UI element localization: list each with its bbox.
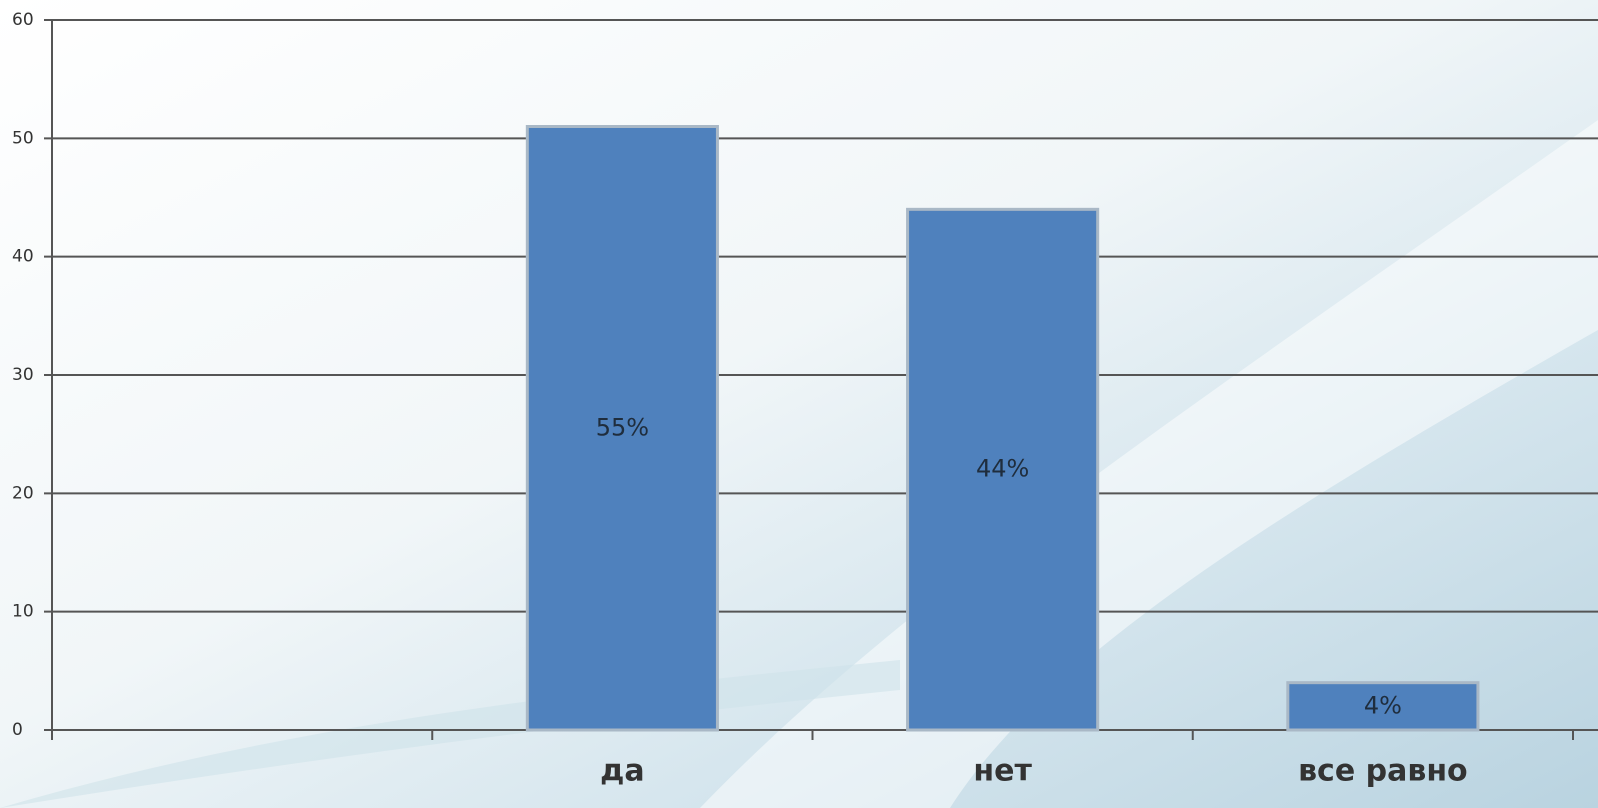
y-tick-label: 30 <box>12 365 34 385</box>
y-tick-label: 0 <box>12 720 23 740</box>
data-label: 4% <box>1364 691 1402 719</box>
x-tick-label: да <box>600 754 644 789</box>
x-tick-label: все равно <box>1298 754 1468 789</box>
data-label: 55% <box>596 413 649 441</box>
y-tick-label: 60 <box>12 10 34 30</box>
y-tick-label: 20 <box>12 483 34 503</box>
bar <box>906 207 1100 732</box>
bar <box>525 125 719 732</box>
bar <box>1286 681 1480 732</box>
y-tick-label: 50 <box>12 128 34 148</box>
data-label: 44% <box>976 455 1029 483</box>
y-tick-label: 40 <box>12 247 34 267</box>
y-tick-label: 10 <box>12 602 34 622</box>
x-tick-label: нет <box>973 754 1032 789</box>
